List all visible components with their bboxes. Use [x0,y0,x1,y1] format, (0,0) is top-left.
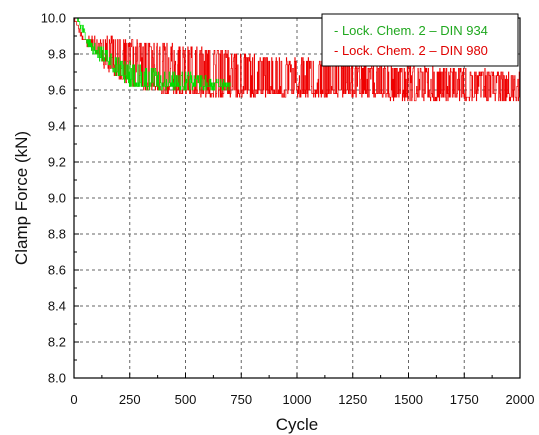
y-tick-label: 9.8 [48,47,66,62]
y-axis-title: Clamp Force (kN) [12,131,31,265]
legend: - Lock. Chem. 2 – DIN 934 - Lock. Chem. … [321,13,519,67]
legend-entry-din980: - Lock. Chem. 2 – DIN 980 [334,43,488,58]
axis-ticks [73,17,521,379]
x-tick-label: 0 [70,392,77,407]
x-tick-label: 1250 [338,392,367,407]
y-tick-label: 8.4 [48,299,66,314]
tick-labels: 0 250 500 750 1000 1250 1500 1750 2000 8.0 8.2 8.4 8… [41,11,535,408]
series-layer [74,17,521,102]
legend-entry-din934: - Lock. Chem. 2 – DIN 934 [334,23,488,38]
x-tick-label: 1750 [450,392,479,407]
y-tick-label: 8.2 [48,335,66,350]
y-tick-label: 8.8 [48,227,66,242]
y-tick-label: 9.4 [48,119,66,134]
x-tick-label: 750 [230,392,252,407]
x-axis-title: Cycle [276,415,319,434]
y-tick-label: 9.2 [48,155,66,170]
y-tick-label: 8.0 [48,371,66,386]
x-tick-label: 250 [119,392,141,407]
legend-box [321,13,519,67]
x-tick-label: 1500 [394,392,423,407]
series-line-din934 [74,17,231,91]
y-tick-label: 9.6 [48,83,66,98]
x-tick-label: 500 [175,392,197,407]
series-line-din980 [74,17,521,102]
x-tick-label: 2000 [506,392,535,407]
y-tick-label: 9.0 [48,191,66,206]
y-tick-label: 8.6 [48,263,66,278]
x-tick-label: 1000 [283,392,312,407]
y-tick-label: 10.0 [41,11,66,26]
